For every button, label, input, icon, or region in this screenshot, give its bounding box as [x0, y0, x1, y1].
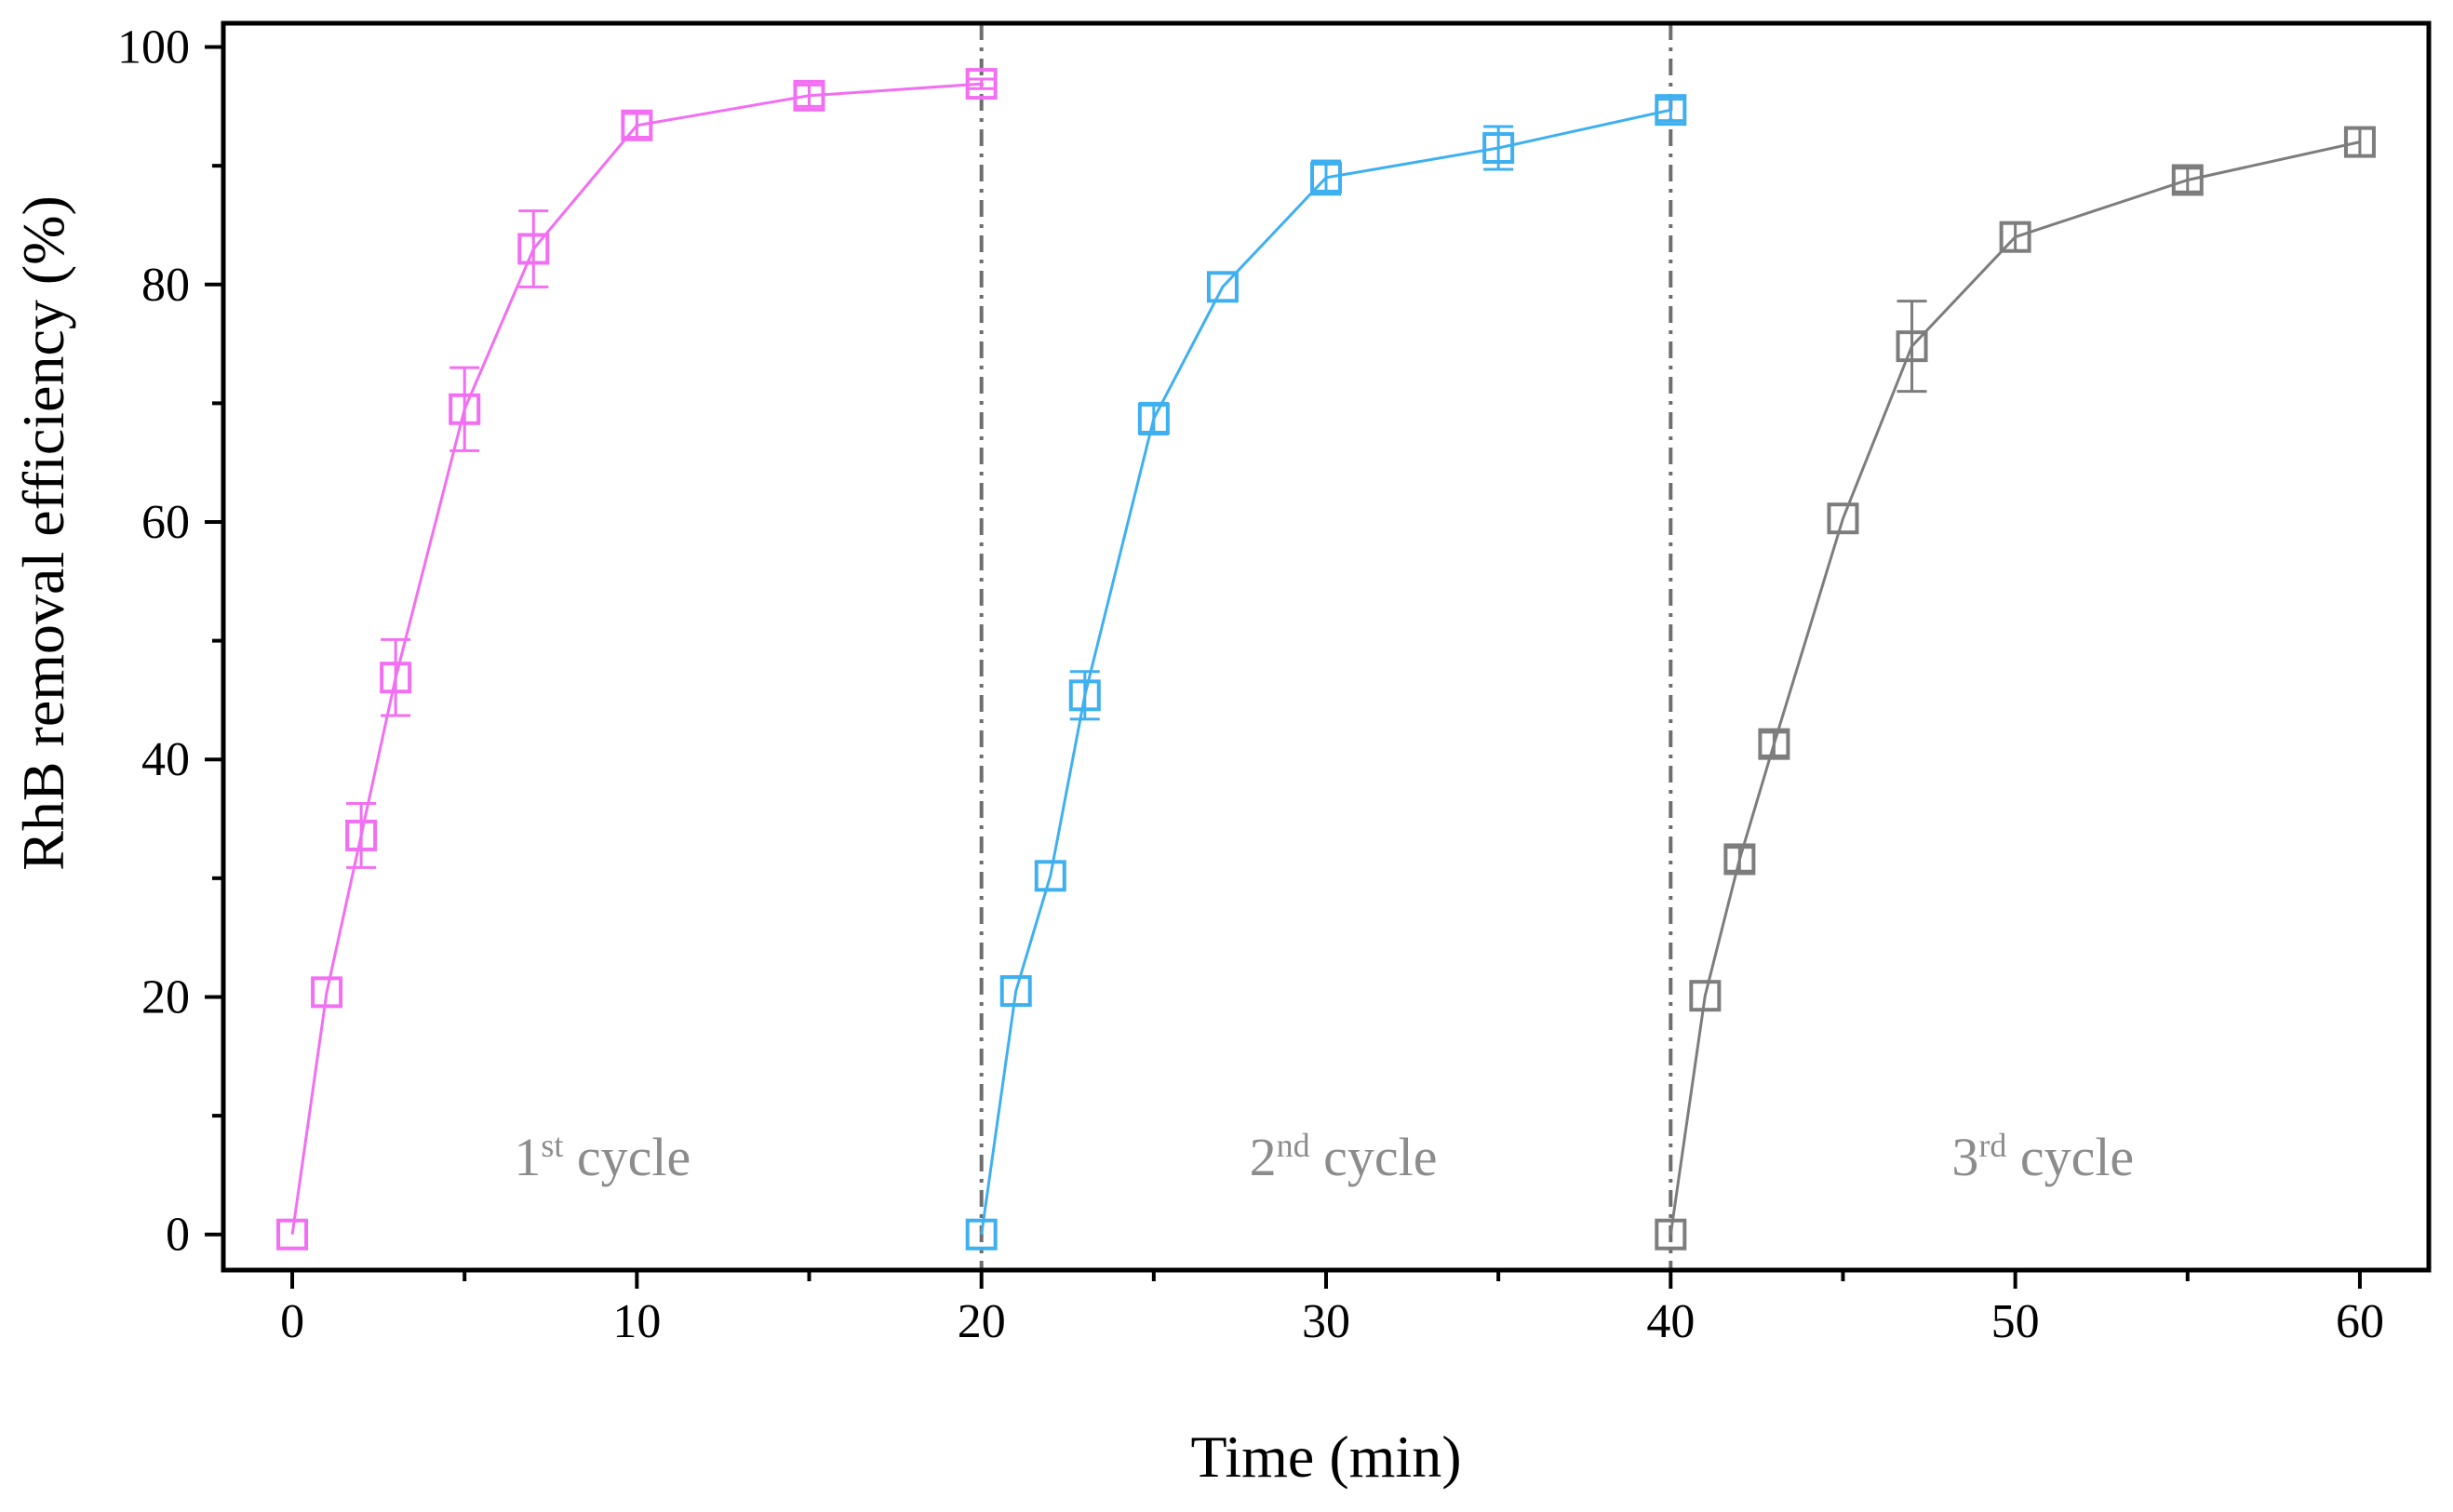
- data-point: [1758, 728, 1790, 760]
- x-axis-title: Time (min): [1191, 1424, 1462, 1490]
- y-tick-label: 40: [141, 733, 190, 786]
- data-point: [2171, 164, 2204, 196]
- data-point: [965, 1218, 998, 1251]
- x-tick-label: 60: [2336, 1295, 2384, 1348]
- data-point: [449, 393, 481, 425]
- data-point: [1137, 402, 1170, 435]
- series-2: [965, 94, 1687, 1251]
- data-point: [965, 68, 998, 100]
- cycle-annotation: 2nd cycle: [1250, 1127, 1438, 1187]
- data-point: [1034, 860, 1066, 892]
- data-point: [1206, 271, 1239, 303]
- data-point: [1310, 161, 1342, 194]
- data-point: [276, 1218, 309, 1251]
- series-1: [276, 68, 998, 1251]
- data-point: [1482, 132, 1515, 164]
- data-point: [311, 976, 343, 1009]
- series-line: [1669, 140, 2361, 1235]
- cycle-annotation: 3rd cycle: [1951, 1127, 2134, 1187]
- data-point: [621, 109, 653, 141]
- data-point: [1896, 330, 1928, 363]
- x-tick-label: 20: [958, 1295, 1006, 1348]
- data-point: [1068, 679, 1101, 712]
- data-point: [380, 662, 412, 694]
- data-point: [1655, 94, 1687, 127]
- series-3: [1655, 126, 2376, 1251]
- data-point: [1999, 221, 2031, 253]
- data-point: [1723, 843, 1756, 876]
- y-axis-title: RhB removal efficiency (%): [10, 195, 76, 871]
- x-tick-label: 30: [1302, 1295, 1350, 1348]
- data-point: [1689, 980, 1722, 1012]
- data-point: [517, 233, 550, 265]
- cycle-annotation: 1st cycle: [514, 1127, 690, 1187]
- y-tick-label: 0: [166, 1209, 190, 1262]
- x-tick-label: 0: [280, 1295, 304, 1348]
- data-point: [2343, 126, 2376, 158]
- y-tick-label: 20: [141, 970, 190, 1024]
- x-tick-label: 50: [1991, 1295, 2040, 1348]
- data-point: [999, 975, 1032, 1008]
- y-tick-label: 60: [141, 496, 190, 549]
- y-tick-label: 100: [117, 21, 190, 74]
- data-point: [1827, 502, 1859, 535]
- axes-layer: 0 10 20 30 40 50 60 0 20 40 60 80 100: [117, 21, 2384, 1348]
- x-tick-label: 40: [1646, 1295, 1695, 1348]
- y-tick-label: 80: [141, 259, 190, 312]
- plot-data-layer: 1st cycle 2nd cycle 3rd cycle: [276, 23, 2376, 1270]
- data-point: [1655, 1218, 1687, 1251]
- data-point: [345, 819, 378, 851]
- x-tick-label: 10: [612, 1295, 661, 1348]
- data-point: [793, 79, 825, 112]
